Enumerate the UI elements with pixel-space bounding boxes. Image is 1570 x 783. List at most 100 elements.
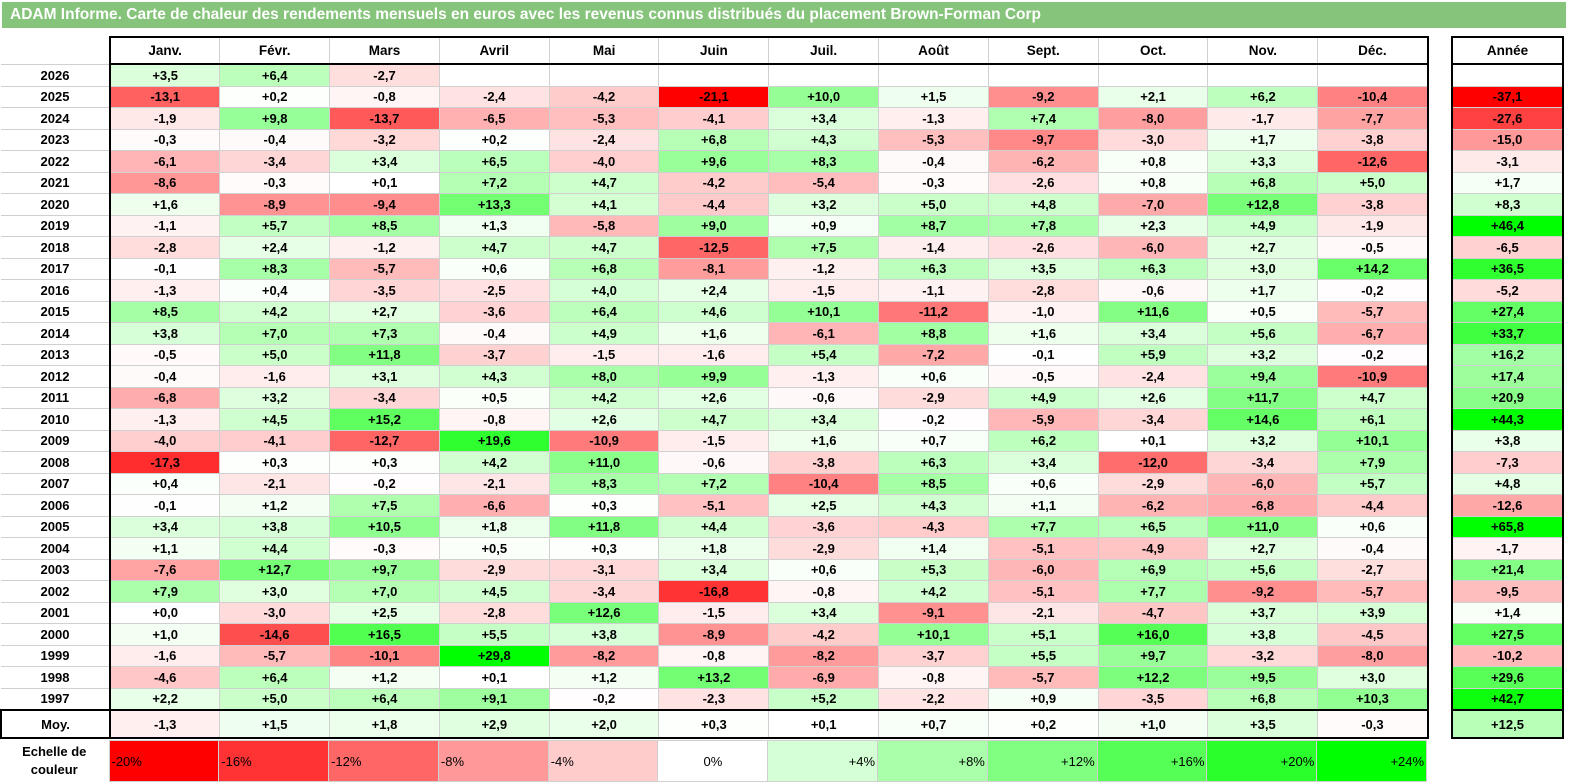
heatmap-cell: -5,7 [219,644,331,667]
row-year-label: 2018 [1,236,111,259]
heatmap-cell: +11,0 [548,451,660,474]
heatmap-cell [768,63,880,87]
heatmap-cell: -0,2 [1317,279,1429,302]
heatmap-cell: -1,9 [109,107,221,130]
heatmap-cell: +9,6 [658,150,770,173]
heatmap-row: 2017 -0,1 +8,3 -5,7 +0,6 +6,8 -8,1 -1,2 +6,3 +3,5… [1,257,1429,280]
heatmap-cell: -1,5 [658,429,770,452]
heatmap-cell: -3,2 [329,128,440,151]
row-year-label: 2020 [1,193,111,216]
heatmap-cell: +2,4 [658,279,770,302]
heatmap-cell: -9,2 [987,85,1099,108]
heatmap-cell: +3,8 [1207,623,1319,646]
heatmap-cell: -2,4 [548,128,660,151]
heatmap-cell: +13,3 [438,193,550,216]
heatmap-cell: +3,8 [219,515,331,538]
heatmap-cell: -8,2 [548,644,660,667]
heatmap-cell: +1,8 [438,515,550,538]
heatmap-cell: -2,9 [438,558,550,581]
heatmap-cell: +6,5 [438,150,550,173]
heatmap-cell: -3,0 [1097,128,1209,151]
heatmap-cell: +1,6 [987,322,1099,345]
heatmap-cell: -10,9 [548,429,660,452]
month-header: Janv. [109,36,221,65]
heatmap-cell: +4,1 [548,193,660,216]
heatmap-cell: -12,0 [1097,451,1209,474]
heatmap-cell: -7,0 [1097,193,1209,216]
heatmap-cell: +6,4 [219,63,331,87]
average-cell: +1,0 [1097,709,1209,739]
heatmap-cell: +2,7 [329,300,440,323]
heatmap-cell: -12,5 [658,236,770,259]
heatmap-cell: -12,6 [1317,150,1429,173]
chart-title: ADAM Informe. Carte de chaleur des rende… [2,2,1566,28]
heatmap-cell: +5,0 [878,193,989,216]
heatmap-cell: +2,3 [1097,214,1209,237]
heatmap-cell: -2,8 [987,279,1099,302]
heatmap-cell: -10,4 [1317,85,1429,108]
heatmap-cell: +4,4 [219,537,331,560]
heatmap-cell: -3,4 [1207,451,1319,474]
monthly-heatmap: Janv. Févr. Mars Avril Mai Juin Juil. Août Sept.… [0,36,1429,739]
heatmap-cell: +0,3 [548,537,660,560]
heatmap-cell: -1,9 [1317,214,1429,237]
heatmap-cell: +4,3 [768,128,880,151]
heatmap-cell: +5,0 [219,343,331,366]
heatmap-cell: -4,9 [1097,537,1209,560]
row-year-label: 2006 [1,494,111,517]
heatmap-cell: +3,4 [109,515,221,538]
scale-step: +20% [1206,740,1318,782]
heatmap-row: 2019 -1,1 +5,7 +8,5 +1,3 -5,8 +9,0 +0,9 +8,7 +7,8… [1,214,1429,237]
heatmap-cell: +2,5 [329,601,440,624]
heatmap-cell: +3,3 [1207,150,1319,173]
heatmap-cell: +3,9 [1317,601,1429,624]
heatmap-cell: +8,5 [109,300,221,323]
annual-cell: -5,2 [1451,279,1564,302]
row-year-label: 2015 [1,300,111,323]
heatmap-cell: +6,2 [987,429,1099,452]
heatmap-cell: +6,4 [548,300,660,323]
heatmap-cell: +11,7 [1207,386,1319,409]
heatmap-cell: +3,4 [768,408,880,431]
scale-step: +4% [767,740,879,782]
heatmap-cell [878,63,989,87]
heatmap-cell: -2,7 [329,63,440,87]
heatmap-cell: -1,5 [658,601,770,624]
heatmap-cell: +0,1 [1097,429,1209,452]
heatmap-cell: +0,5 [438,537,550,560]
heatmap-cell: -5,3 [548,107,660,130]
heatmap-cell: +1,2 [329,666,440,689]
month-header: Juin [658,36,770,65]
heatmap-row: 2020 +1,6 -8,9 -9,4 +13,3 +4,1 -4,4 +3,2 +5,0 +4,… [1,193,1429,216]
heatmap-cell: +3,2 [1207,343,1319,366]
heatmap-cell: -0,2 [548,687,660,711]
heatmap-cell: +13,2 [658,666,770,689]
heatmap-cell: +5,1 [987,623,1099,646]
heatmap-cell: +5,7 [1317,472,1429,495]
heatmap-cell: +0,4 [219,279,331,302]
heatmap-cell: +3,8 [109,322,221,345]
heatmap-cell: +3,4 [329,150,440,173]
heatmap-row: 2026 +3,5 +6,4 -2,7 [1,63,1429,87]
heatmap-cell: -8,2 [768,644,880,667]
heatmap-cell: +29,8 [438,644,550,667]
heatmap-cell: -6,9 [768,666,880,689]
heatmap-row: 2013 -0,5 +5,0 +11,8 -3,7 -1,5 -1,6 +5,4 -7,2 -0,… [1,343,1429,366]
heatmap-cell: +4,4 [658,515,770,538]
heatmap-cell: -0,4 [1317,537,1429,560]
heatmap-cell: -7,7 [1317,107,1429,130]
heatmap-cell: -5,7 [987,666,1099,689]
heatmap-cell: +12,6 [548,601,660,624]
heatmap-row: 2015 +8,5 +4,2 +2,7 -3,6 +6,4 +4,6 +10,1 -11,2 -1… [1,300,1429,323]
heatmap-cell: +6,3 [1097,257,1209,280]
average-cell: -1,3 [109,709,221,739]
heatmap-cell: -1,1 [878,279,989,302]
heatmap-row: 2018 -2,8 +2,4 -1,2 +4,7 +4,7 -12,5 +7,5 -1,4 -2,… [1,236,1429,259]
heatmap-cell: +0,6 [878,365,989,388]
heatmap-cell: +0,2 [219,85,331,108]
heatmap-cell: +4,5 [219,408,331,431]
annual-column: Année -37,1 -27,6 -15,0 -3,1 +1,7 +8,3 +46,4 -6,… [1451,36,1564,739]
heatmap-cell: +0,5 [438,386,550,409]
heatmap-cell: -6,7 [1317,322,1429,345]
scale-step: -12% [328,740,439,782]
